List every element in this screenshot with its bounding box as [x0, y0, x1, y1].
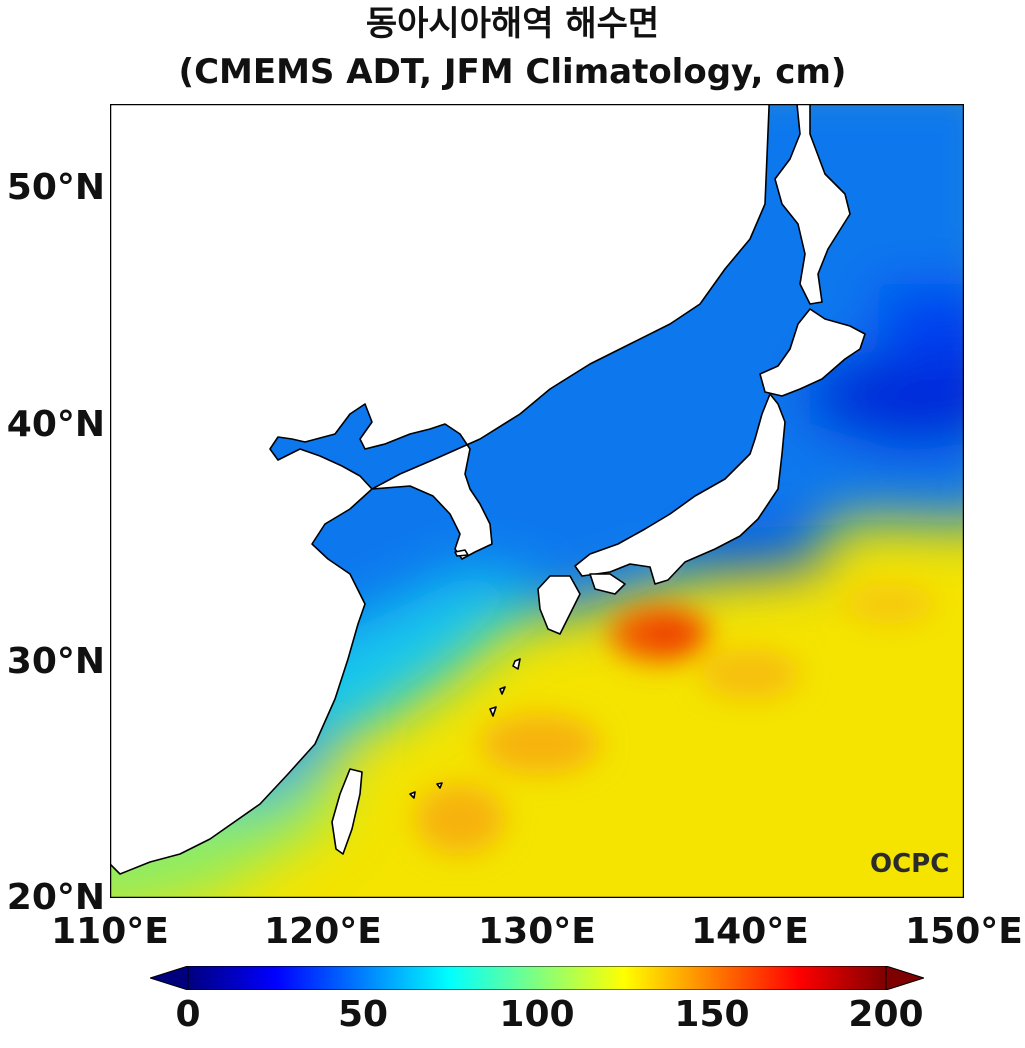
jeju [454, 549, 469, 557]
ocpc-logo: OCPC [870, 849, 949, 879]
map-title: 동아시아해역 해수면 [365, 4, 660, 44]
lon-tick-140: 140°E [691, 911, 809, 952]
map-subtitle: (CMEMS ADT, JFM Climatology, cm) [178, 52, 847, 92]
taiwan [331, 768, 363, 855]
colorbar-tick-200: 200 [848, 994, 924, 1035]
map-frame [110, 104, 964, 898]
lon-tick-150: 150°E [905, 911, 1023, 952]
honshu [574, 393, 786, 585]
lat-tick-20: 20°N [6, 877, 105, 918]
sea-level-map: OCPC [110, 104, 964, 898]
hokkaido [759, 308, 866, 397]
colorbar-tick-100: 100 [499, 994, 575, 1035]
lon-tick-130: 130°E [478, 911, 596, 952]
land-masses [110, 104, 866, 875]
kyushu [537, 575, 581, 635]
shikoku [589, 573, 626, 595]
lat-tick-30: 30°N [6, 641, 105, 682]
lat-tick-40: 40°N [6, 404, 105, 445]
lat-tick-50: 50°N [6, 167, 105, 208]
colorbar-gradient [187, 966, 887, 990]
lon-tick-120: 120°E [264, 911, 382, 952]
colorbar-tick-0: 0 [175, 994, 201, 1035]
sakhalin [774, 104, 851, 305]
colorbar-extend-high [885, 966, 924, 990]
colorbar [150, 966, 924, 990]
colorbar-tick-150: 150 [674, 994, 750, 1035]
colorbar-extend-low [150, 966, 189, 990]
colorbar-tick-50: 50 [337, 994, 389, 1035]
mainland-asia [110, 104, 770, 875]
lon-tick-110: 110°E [51, 911, 169, 952]
